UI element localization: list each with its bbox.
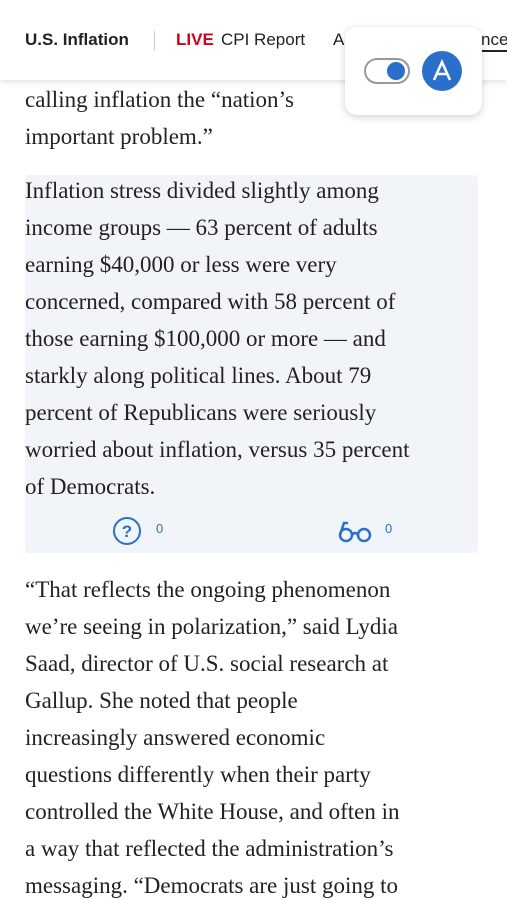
text-line: percent of Republicans were seriously [25, 400, 377, 425]
text-line: concerned, compared with 58 percent of [25, 289, 396, 314]
text-line: controlled the White House, and often in [25, 799, 400, 824]
text-line: “That reflects the ongoing phenomenon [25, 577, 391, 602]
text-line: messaging. “Democrats are just going to [25, 873, 399, 898]
floating-widget [345, 27, 482, 115]
svg-text:?: ? [122, 522, 132, 541]
toggle-knob [387, 62, 405, 80]
question-icon[interactable] [113, 517, 141, 545]
assistant-button[interactable] [422, 51, 462, 91]
nav-link[interactable]: A [333, 30, 345, 49]
nav-link[interactable]: nce [481, 30, 507, 52]
widget-icons [364, 51, 462, 91]
text-line: increasingly answered economic [25, 725, 326, 750]
divider [154, 31, 155, 51]
text-line: worried about inflation, versus 35 perce… [25, 437, 410, 462]
text-line: we’re seeing in polarization,” said Lydi… [25, 614, 398, 639]
text-line: Inflation stress divided slightly among [25, 178, 379, 203]
text-line: questions differently when their party [25, 762, 371, 787]
glasses-icon[interactable] [338, 521, 372, 543]
text-line: calling inflation the “nation’s [25, 87, 294, 112]
highlight-paragraph: Inflation stress divided slightly among i… [25, 172, 410, 505]
text-line: important problem.” [25, 124, 213, 149]
highlight-box [25, 175, 478, 553]
nav-link[interactable]: CPI Report [221, 30, 306, 49]
text-line: earning $40,000 or less were very [25, 252, 337, 277]
reaction-icons: ? [113, 517, 372, 545]
text-line: Gallup. She noted that people [25, 688, 298, 713]
text-line: starkly along political lines. About 79 [25, 363, 372, 388]
paragraph: “That reflects the ongoing phenomenon we’… [25, 571, 400, 900]
live-badge[interactable]: LIVE [176, 30, 214, 49]
question-count: 0 [156, 521, 164, 536]
text-line: a way that reflected the administration’… [25, 836, 394, 861]
text-line: those earning $100,000 or more — and [25, 326, 386, 351]
text-line: Saad, director of U.S. social research a… [25, 651, 389, 676]
paragraph: calling inflation the “nation’s important… [25, 81, 294, 155]
text-line: income groups — 63 percent of adults [25, 215, 378, 240]
reader-count: 0 [385, 521, 393, 536]
section-title[interactable]: U.S. Inflation [25, 30, 129, 49]
assistant-icon [432, 58, 452, 81]
text-line: of Democrats. [25, 474, 156, 499]
